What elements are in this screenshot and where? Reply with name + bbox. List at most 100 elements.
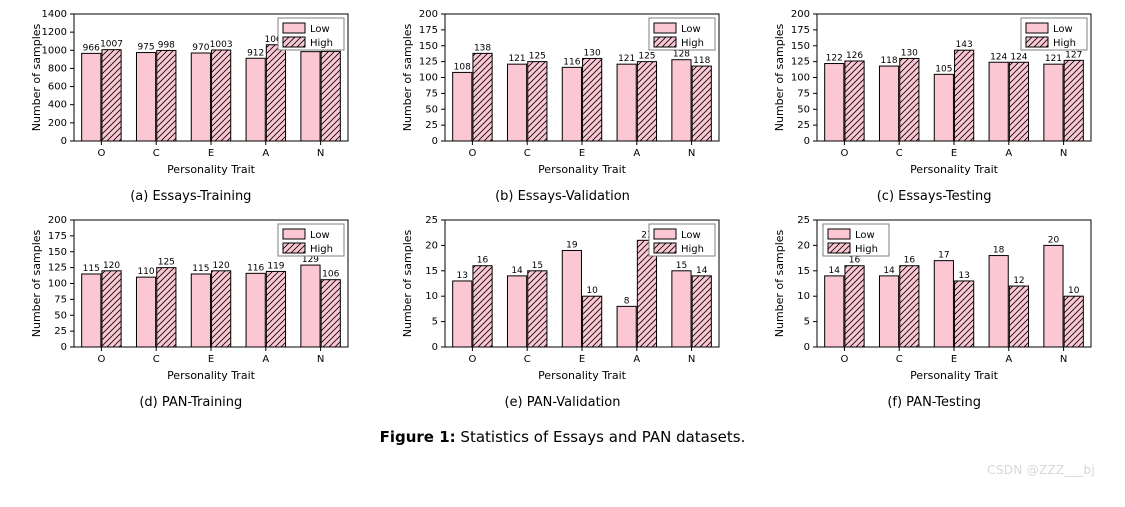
- bar-low: [825, 64, 844, 141]
- svg-text:A: A: [262, 148, 269, 159]
- svg-text:C: C: [153, 354, 160, 365]
- bar-high: [266, 271, 285, 347]
- bar-high: [211, 50, 230, 141]
- svg-text:115: 115: [192, 264, 209, 274]
- svg-text:Number of samples: Number of samples: [401, 23, 414, 131]
- panel-d: 0255075100125150175200Number of samplesO…: [20, 212, 362, 410]
- panel-caption: (f) PAN-Testing: [887, 395, 981, 410]
- bar-chart: 0255075100125150175200Number of samplesO…: [769, 6, 1099, 181]
- svg-text:Number of samples: Number of samples: [30, 229, 43, 337]
- svg-text:10: 10: [797, 291, 810, 302]
- svg-text:19: 19: [567, 240, 579, 250]
- svg-text:129: 129: [302, 255, 319, 265]
- svg-text:Number of samples: Number of samples: [30, 23, 43, 131]
- svg-text:E: E: [951, 354, 957, 365]
- svg-text:O: O: [469, 148, 477, 159]
- svg-text:970: 970: [192, 43, 209, 53]
- bar-high: [1064, 60, 1083, 141]
- svg-text:Personality Trait: Personality Trait: [910, 369, 999, 382]
- svg-text:Low: Low: [310, 24, 330, 35]
- svg-text:108: 108: [454, 62, 471, 72]
- legend: LowHigh: [823, 224, 889, 256]
- svg-text:14: 14: [512, 266, 524, 276]
- svg-text:12: 12: [1013, 276, 1024, 286]
- svg-text:1003: 1003: [210, 40, 233, 50]
- svg-text:14: 14: [829, 266, 841, 276]
- svg-text:10: 10: [1068, 286, 1080, 296]
- bar-high: [266, 45, 285, 141]
- svg-text:138: 138: [474, 43, 491, 53]
- bar-chart: 0510152025Number of samplesO1316C1415E19…: [397, 212, 727, 387]
- legend: LowHigh: [278, 224, 344, 256]
- svg-text:800: 800: [48, 63, 67, 74]
- bar-high: [528, 271, 547, 347]
- svg-text:122: 122: [826, 54, 843, 64]
- svg-text:25: 25: [797, 120, 810, 131]
- svg-text:15: 15: [426, 266, 439, 277]
- svg-text:Low: Low: [855, 230, 875, 241]
- svg-text:912: 912: [247, 48, 264, 58]
- bar-high: [1010, 62, 1029, 141]
- svg-text:116: 116: [564, 57, 581, 67]
- bar-high: [1010, 286, 1029, 347]
- svg-text:25: 25: [797, 215, 810, 226]
- bar-low: [672, 271, 691, 347]
- panel-b: 0255075100125150175200Number of samplesO…: [392, 6, 734, 204]
- plot-area: 0200400600800100012001400Number of sampl…: [26, 6, 356, 185]
- svg-text:Personality Trait: Personality Trait: [539, 369, 628, 382]
- svg-text:0: 0: [432, 342, 438, 353]
- figure-caption-text: Statistics of Essays and PAN datasets.: [456, 428, 746, 446]
- plot-area: 0510152025Number of samplesO1416C1416E17…: [769, 212, 1099, 391]
- svg-text:18: 18: [993, 246, 1005, 256]
- bar-high: [693, 276, 712, 347]
- bar-low: [618, 306, 637, 347]
- bar-high: [845, 266, 864, 347]
- svg-text:High: High: [310, 244, 333, 255]
- svg-text:966: 966: [82, 43, 99, 53]
- figure-caption: Figure 1: Statistics of Essays and PAN d…: [20, 418, 1105, 446]
- bar-chart: 0510152025Number of samplesO1416C1416E17…: [769, 212, 1099, 387]
- svg-text:975: 975: [137, 43, 154, 53]
- bar-chart: 0255075100125150175200Number of samplesO…: [397, 6, 727, 181]
- svg-text:600: 600: [48, 82, 67, 93]
- bar-high: [157, 268, 176, 347]
- svg-text:High: High: [681, 38, 704, 49]
- svg-text:E: E: [579, 354, 585, 365]
- bar-low: [934, 74, 953, 141]
- bar-low: [453, 281, 472, 347]
- svg-text:118: 118: [881, 56, 898, 66]
- svg-text:100: 100: [419, 73, 438, 84]
- bar-low: [563, 67, 582, 141]
- bar-low: [672, 60, 691, 141]
- svg-text:120: 120: [212, 261, 229, 271]
- svg-text:124: 124: [990, 52, 1007, 62]
- svg-text:Personality Trait: Personality Trait: [167, 369, 256, 382]
- svg-text:118: 118: [694, 56, 711, 66]
- bar-low: [508, 64, 527, 141]
- svg-text:150: 150: [791, 41, 810, 52]
- svg-text:C: C: [153, 148, 160, 159]
- plot-area: 0255075100125150175200Number of samplesO…: [397, 6, 727, 185]
- svg-text:16: 16: [904, 256, 916, 266]
- svg-text:O: O: [97, 148, 105, 159]
- bar-low: [618, 64, 637, 141]
- svg-text:Personality Trait: Personality Trait: [910, 163, 999, 176]
- svg-text:175: 175: [419, 25, 438, 36]
- svg-text:10: 10: [587, 286, 599, 296]
- svg-text:14: 14: [696, 266, 708, 276]
- bar-high: [845, 61, 864, 141]
- bar-low: [246, 273, 265, 347]
- svg-text:25: 25: [54, 326, 67, 337]
- svg-text:High: High: [681, 244, 704, 255]
- legend: LowHigh: [649, 224, 715, 256]
- bar-low: [880, 276, 899, 347]
- svg-text:400: 400: [48, 100, 67, 111]
- svg-text:25: 25: [426, 120, 439, 131]
- svg-text:0: 0: [804, 136, 810, 147]
- svg-text:143: 143: [956, 40, 973, 50]
- svg-text:E: E: [951, 148, 957, 159]
- svg-text:115: 115: [82, 264, 99, 274]
- svg-text:50: 50: [797, 104, 810, 115]
- svg-text:C: C: [896, 148, 903, 159]
- svg-text:100: 100: [48, 279, 67, 290]
